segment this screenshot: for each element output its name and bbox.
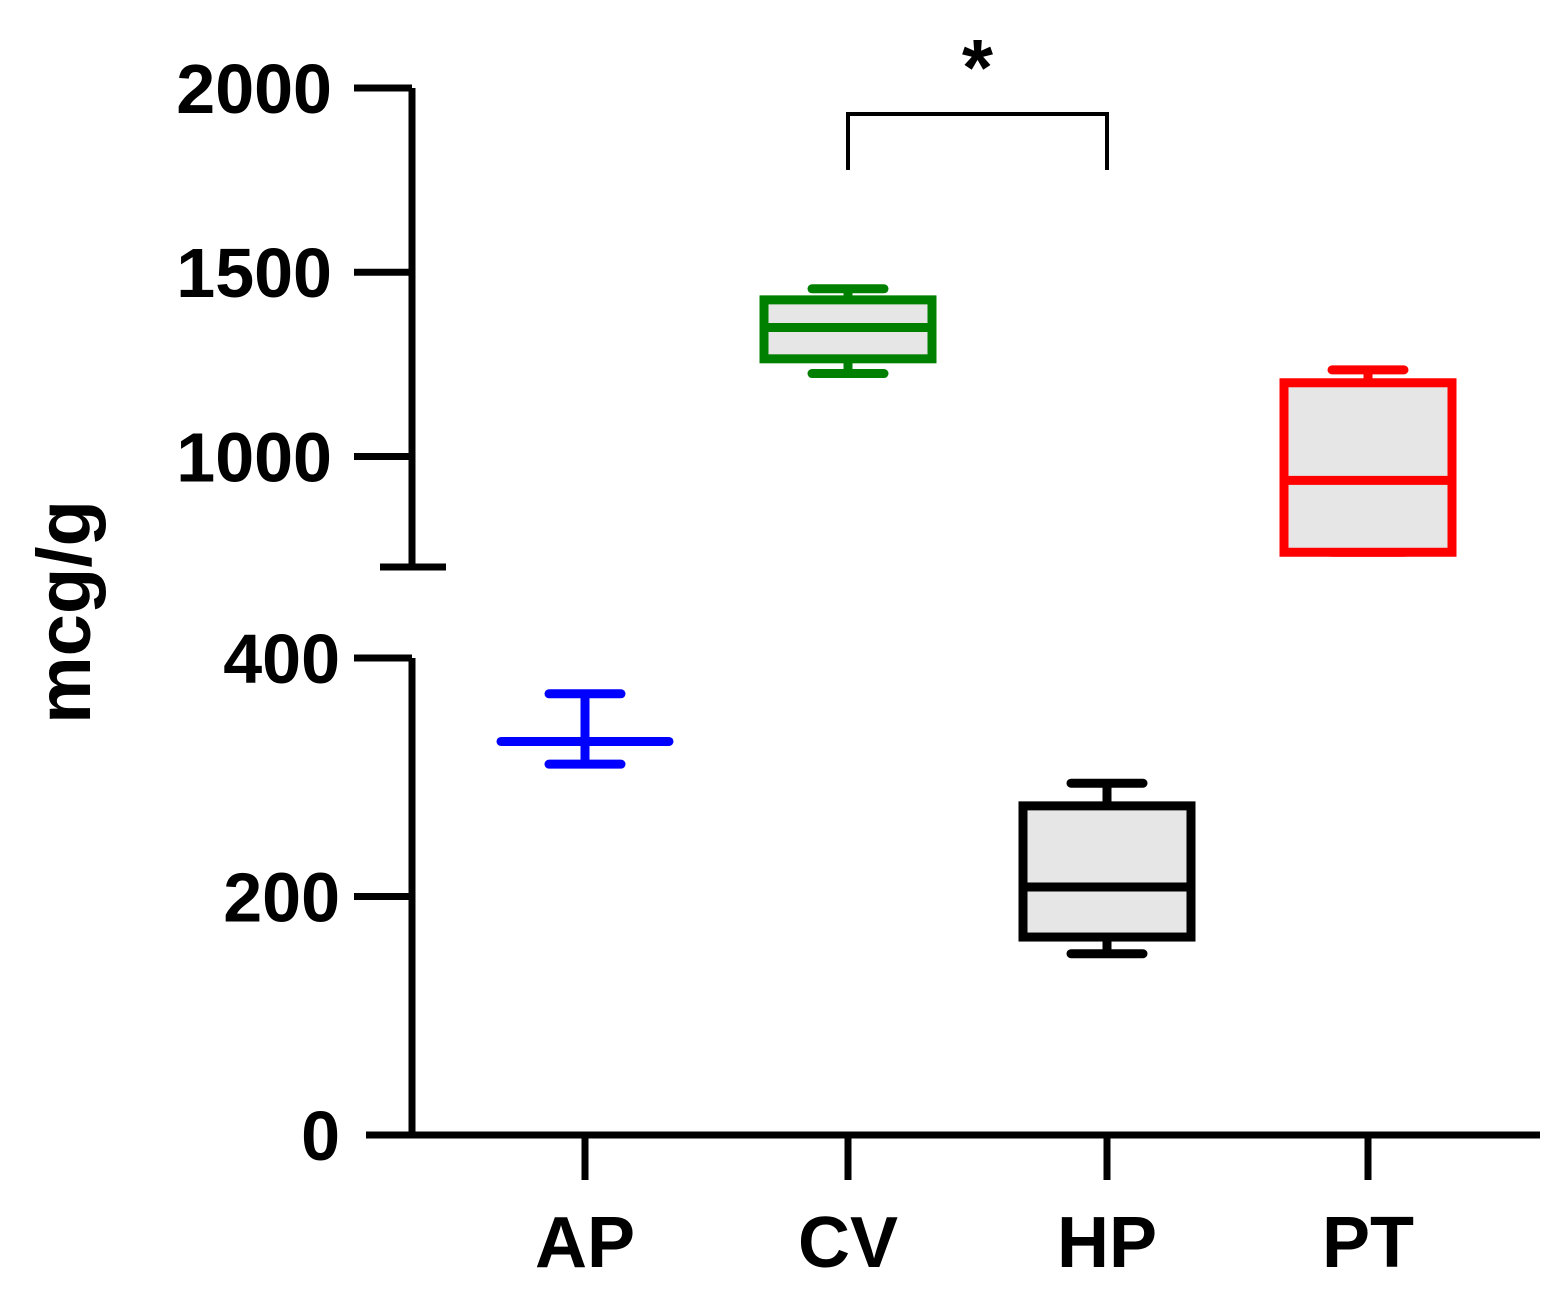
x-tick-label: HP — [1057, 1203, 1157, 1283]
significance-label: * — [962, 23, 994, 112]
box-cv — [759, 284, 937, 379]
box-iqr — [1279, 378, 1457, 557]
y-tick-label: 400 — [223, 620, 340, 698]
significance-annotations: * — [846, 23, 1109, 170]
significance-bracket — [846, 112, 1109, 170]
x-tick-label: CV — [798, 1203, 898, 1283]
box-pt — [1279, 365, 1457, 557]
y-tick-label: 200 — [223, 859, 340, 937]
y-axis-title: mcg/g — [22, 500, 107, 724]
y-tick-label: 0 — [301, 1097, 340, 1175]
x-tick-label: PT — [1322, 1203, 1414, 1283]
axes: 0 200 400 1000 1500 2000 AP CV HP PT — [176, 50, 1540, 1283]
x-tick-label: AP — [535, 1203, 635, 1283]
y-tick-label: 1000 — [176, 418, 332, 496]
boxes — [496, 284, 1457, 959]
box-hp — [1018, 778, 1196, 959]
y-tick-label: 2000 — [176, 50, 332, 128]
box-iqr — [1018, 801, 1196, 942]
y-tick-label: 1500 — [176, 234, 332, 312]
box-ap — [496, 689, 674, 769]
